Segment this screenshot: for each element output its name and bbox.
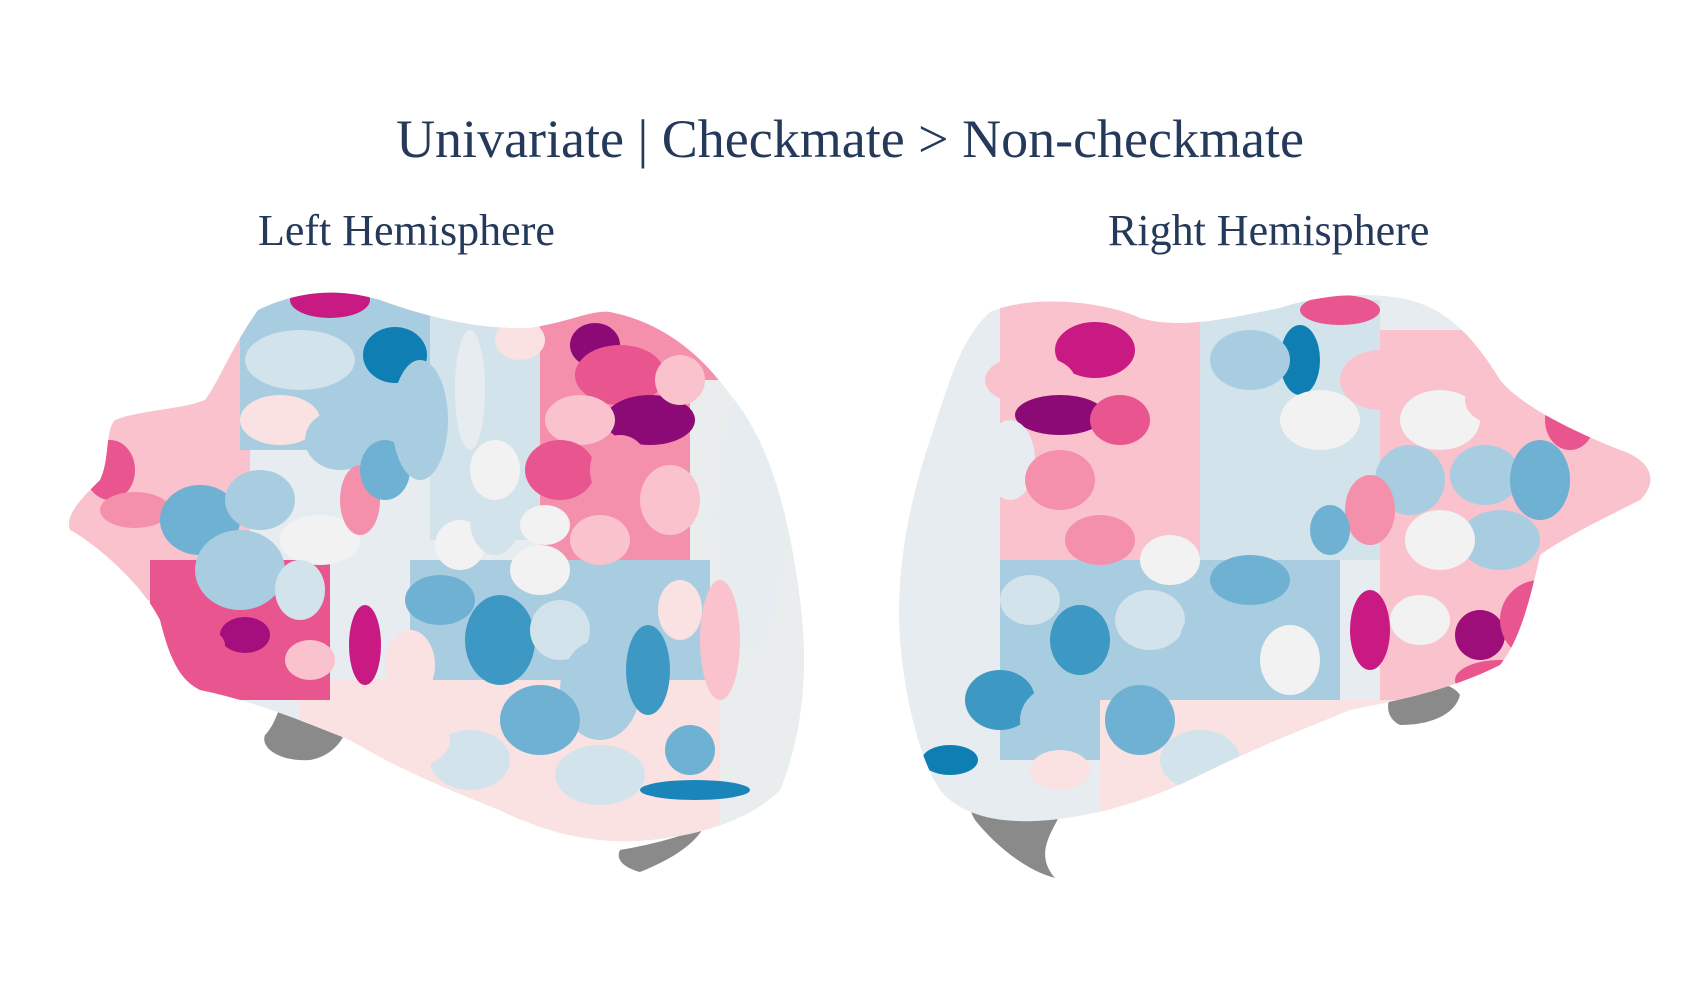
- right-hemisphere-flatmap: [899, 295, 1651, 878]
- left-hemisphere-label: Left Hemisphere: [258, 206, 555, 255]
- left-hemisphere-flatmap: [69, 292, 804, 872]
- figure-title: Univariate | Checkmate > Non-checkmate: [396, 109, 1304, 169]
- right-hemisphere-label: Right Hemisphere: [1108, 206, 1430, 255]
- left-medial-wall: [618, 825, 705, 872]
